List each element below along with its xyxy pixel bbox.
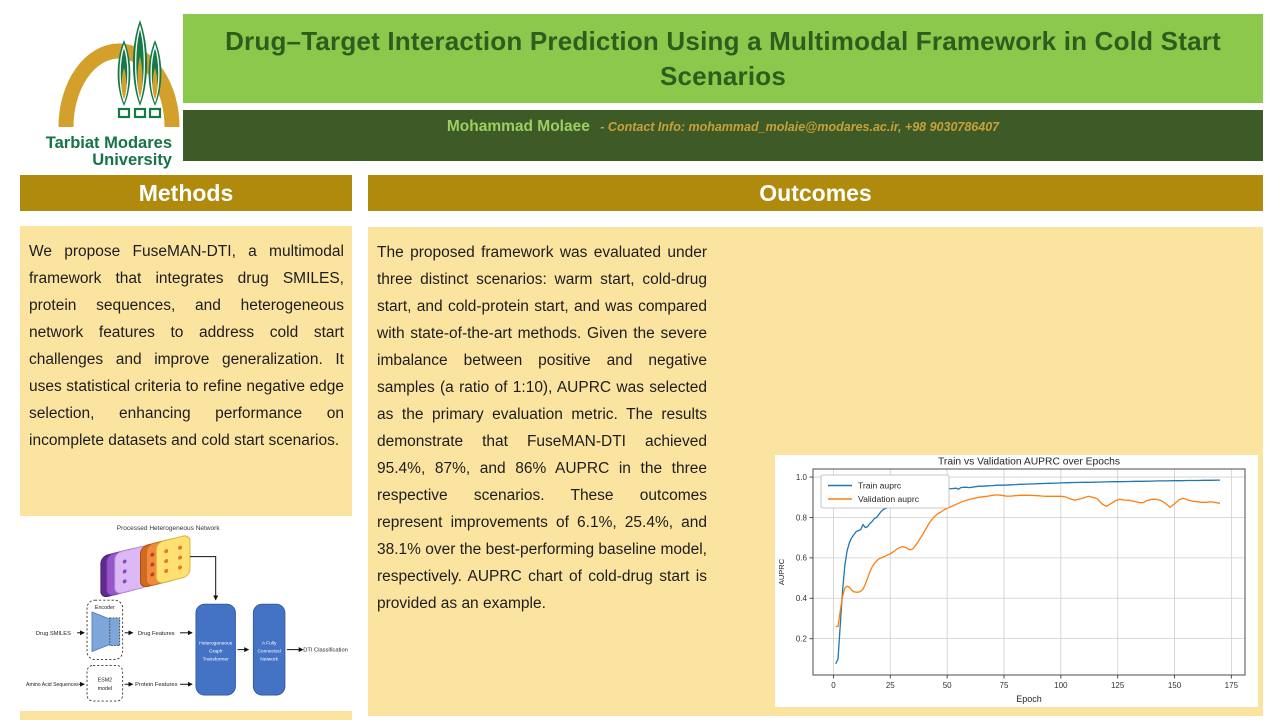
x-tick-label: 75 (1000, 681, 1009, 690)
x-tick-label: 25 (886, 681, 895, 690)
y-tick-label: 1.0 (796, 473, 808, 482)
methods-body-text: We propose FuseMAN-DTI, a multimodal fra… (29, 243, 344, 449)
x-tick-label: 100 (1054, 681, 1068, 690)
esm2-label-line2: model (98, 686, 113, 692)
author-name: Mohammad Molaee (446, 118, 590, 135)
poster-title: Drug–Target Interaction Prediction Using… (225, 26, 1221, 91)
outcomes-body-text: The proposed framework was evaluated und… (377, 244, 707, 612)
university-logo-icon: Tarbiat Modares University (46, 20, 180, 169)
y-tick-label: 0.4 (796, 594, 808, 603)
encoder-label: Encoder (95, 605, 115, 611)
chart-xlabel: Epoch (1016, 694, 1042, 704)
logo-arch (58, 43, 180, 128)
diagram-title: Processed Heterogeneous Network (117, 525, 221, 532)
logo-text-line1: Tarbiat Modares (46, 134, 172, 152)
logo-tree-right (148, 40, 162, 119)
chart-title: Train vs Validation AUPRC over Epochs (938, 457, 1120, 468)
esm2-box (86, 665, 124, 702)
hgt-label-line3: Transformer (203, 657, 230, 663)
architecture-diagram: Processed Heterogeneous Network Encoder (26, 525, 348, 702)
plot-frame (812, 468, 1246, 676)
hgt-label-line1: Heterogeneous (199, 641, 233, 647)
architecture-diagram-box: Processed Heterogeneous Network Encoder (20, 517, 352, 709)
protein-features-label: Protein Features (135, 682, 178, 688)
methods-heading-label: Methods (138, 179, 234, 206)
fcn-label-line1: A Fully (262, 641, 277, 647)
author-banner: Mohammad Molaee - Contact Info: mohammad… (183, 110, 1263, 161)
legend-label-0: Train auprc (858, 481, 902, 491)
logo-tree-middle (132, 20, 148, 119)
chart-ylabel: AUPRC (777, 558, 786, 585)
outcomes-header: Outcomes (368, 175, 1263, 211)
logo-text-line2: University (92, 151, 173, 169)
methods-panel (20, 226, 352, 516)
drug-smiles-label: Drug SMILES (36, 631, 71, 637)
x-tick-label: 125 (1111, 681, 1125, 690)
y-tick-label: 0.6 (796, 554, 808, 563)
x-tick-label: 50 (943, 681, 952, 690)
methods-header: Methods (20, 175, 352, 211)
fcn-label-line3: Network (260, 657, 278, 663)
dti-classification-label: DTI Classification (303, 648, 348, 654)
logo-tree-left (117, 40, 131, 119)
y-tick-label: 0.8 (796, 513, 808, 522)
auprc-line-chart: 0 25 50 75 100 125 150 175 0.2 0.4 0.6 0.8 1.0 Train … (775, 455, 1258, 707)
heterogeneous-network-stack-icon (100, 535, 191, 598)
series-line-1 (835, 494, 1221, 628)
y-tick-label: 0.2 (796, 634, 808, 643)
chart-legend (820, 474, 950, 509)
encoder-latent-icon (109, 617, 121, 647)
stack-to-hgt-connector (189, 556, 219, 601)
esm2-label-line1: ESM2 (98, 677, 113, 683)
drug-features-label: Drug Features (138, 631, 175, 637)
amino-acid-label: Amino Acid Sequences (26, 682, 79, 688)
title-banner: Drug–Target Interaction Prediction Using… (183, 14, 1263, 103)
x-tick-label: 150 (1168, 681, 1182, 690)
x-tick-label: 0 (831, 681, 836, 690)
hgt-box (195, 603, 236, 696)
author-contact: - Contact Info: mohammad_molaie@modares.… (600, 120, 1000, 134)
fcn-label-line2: Connected (257, 649, 281, 655)
outcomes-heading-label: Outcomes (759, 179, 872, 206)
auprc-chart-box: 0 25 50 75 100 125 150 175 0.2 0.4 0.6 0.8 1.0 Train … (775, 455, 1258, 707)
bottom-yellow-strip (20, 711, 352, 720)
legend-label-1: Validation auprc (858, 494, 920, 504)
x-tick-label: 175 (1225, 681, 1239, 690)
hgt-label-line2: Graph (209, 649, 223, 655)
fcn-box (252, 603, 286, 696)
